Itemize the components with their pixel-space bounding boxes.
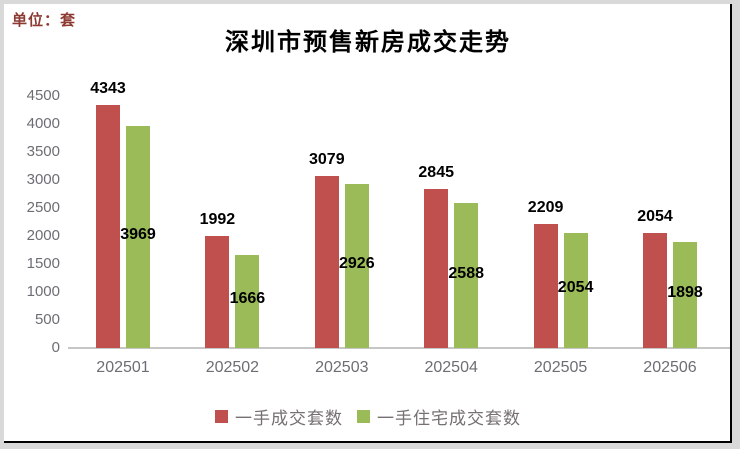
bar-value-label: 2588 bbox=[448, 264, 484, 282]
x-tick-label: 202502 bbox=[205, 359, 260, 376]
bar-202502-series1 bbox=[205, 236, 230, 348]
y-tick-label: 1000 bbox=[26, 283, 60, 300]
bar-value-label: 3079 bbox=[309, 150, 345, 168]
x-tick-label: 202505 bbox=[533, 359, 588, 376]
bar-202501-series2 bbox=[126, 125, 150, 348]
x-tick-label: 202504 bbox=[424, 359, 478, 376]
legend-swatch-icon bbox=[215, 410, 228, 423]
bar-202502-series2 bbox=[235, 254, 260, 348]
x-tick-label: 202503 bbox=[315, 359, 369, 376]
y-tick-label: 3000 bbox=[26, 171, 60, 188]
y-tick-label: 1500 bbox=[26, 255, 60, 272]
bar-value-label: 4343 bbox=[90, 79, 126, 97]
bar-202505-series2 bbox=[563, 232, 588, 348]
bar-202505-series1 bbox=[533, 224, 558, 348]
bar-value-label: 1666 bbox=[229, 290, 266, 308]
bar-202506-series2 bbox=[673, 241, 697, 348]
y-tick-label: 4500 bbox=[26, 87, 60, 104]
y-tick-label: 3500 bbox=[26, 143, 60, 160]
legend-item-1: 一手成交套数 bbox=[215, 404, 343, 429]
bar-202503-series2 bbox=[344, 184, 369, 348]
bar-value-label: 2209 bbox=[527, 199, 564, 217]
x-axis-line bbox=[68, 347, 730, 349]
bar-value-label: 3969 bbox=[120, 225, 156, 243]
x-tick-label: 202506 bbox=[643, 359, 697, 376]
bar-value-label: 2054 bbox=[637, 207, 673, 225]
bar-value-label: 2845 bbox=[418, 163, 454, 181]
bar-202503-series1 bbox=[314, 175, 339, 348]
bar-value-label: 1898 bbox=[667, 283, 703, 301]
chart-title: 深圳市预售新房成交走势 bbox=[225, 30, 511, 56]
chart-legend: 一手成交套数 一手住宅成交套数 bbox=[4, 404, 732, 429]
legend-label: 一手成交套数 bbox=[235, 409, 343, 428]
bar-value-label: 2926 bbox=[339, 255, 375, 273]
legend-swatch-icon bbox=[357, 410, 370, 423]
x-tick-label: 202501 bbox=[96, 359, 150, 376]
y-tick-label: 4000 bbox=[26, 115, 60, 132]
bar-202504-series1 bbox=[424, 188, 449, 348]
legend-label: 一手住宅成交套数 bbox=[377, 409, 521, 428]
y-tick-label: 2500 bbox=[26, 199, 60, 216]
unit-label: 单位：套 bbox=[12, 13, 77, 29]
bar-value-label: 2054 bbox=[557, 279, 594, 297]
legend-item-2: 一手住宅成交套数 bbox=[357, 404, 521, 429]
bar-202506-series1 bbox=[643, 232, 667, 348]
bar-value-label: 1992 bbox=[199, 211, 236, 229]
y-tick-label: 2000 bbox=[26, 227, 60, 244]
bar-202501-series1 bbox=[96, 104, 120, 348]
bar-202504-series2 bbox=[454, 203, 479, 348]
y-tick-label: 500 bbox=[34, 311, 60, 328]
y-tick-label: 0 bbox=[51, 339, 60, 356]
